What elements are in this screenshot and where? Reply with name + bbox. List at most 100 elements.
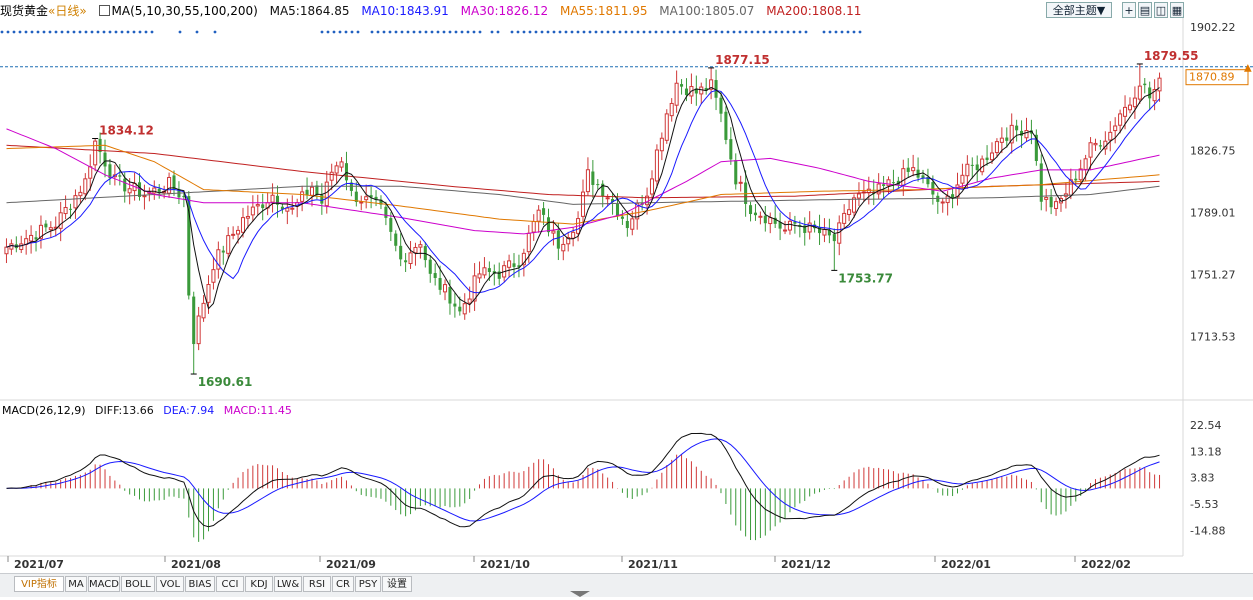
candle-body-up xyxy=(93,140,98,166)
candle-body-down xyxy=(384,206,388,218)
x-label-7: 2022/02 xyxy=(1081,558,1131,571)
candle-body-down xyxy=(448,287,452,304)
annotation-1: 1690.61 xyxy=(198,375,253,389)
tab-9[interactable]: RSI xyxy=(303,576,331,592)
candle-body-down xyxy=(719,97,723,114)
event-dot xyxy=(54,30,58,34)
price-tick-3: 1789.01 xyxy=(1190,207,1236,220)
tab-8[interactable]: LW& xyxy=(274,576,302,592)
candle-body-down xyxy=(108,164,112,179)
chart-header: 现货黄金«日线» MA(5,10,30,55,100,200) MA5:1864… xyxy=(0,2,869,20)
candle-body-down xyxy=(458,306,462,312)
event-dot xyxy=(606,30,610,34)
event-dot xyxy=(630,30,634,34)
candle-body-down xyxy=(882,184,886,186)
event-dot xyxy=(96,30,100,34)
candle-body-up xyxy=(211,269,216,283)
candle-body-down xyxy=(906,167,910,172)
event-dot xyxy=(60,30,64,34)
event-dot xyxy=(496,30,500,34)
candle-body-down xyxy=(187,196,191,296)
candle-body-down xyxy=(1005,137,1009,141)
candle-body-down xyxy=(394,233,398,246)
candle-body-down xyxy=(221,250,225,253)
tab-12[interactable]: 设置 xyxy=(382,576,412,592)
candle-body-down xyxy=(1020,130,1024,136)
event-dot xyxy=(350,30,354,34)
tab-10[interactable]: CR xyxy=(332,576,354,592)
candle-body-up xyxy=(654,149,659,182)
ma5-line xyxy=(6,86,1160,310)
candle-body-down xyxy=(803,225,807,233)
candle-body-up xyxy=(659,137,664,152)
candle-body-up xyxy=(290,207,295,210)
event-dot xyxy=(636,30,640,34)
price-tick-4: 1751.27 xyxy=(1190,268,1236,281)
candle-body-down xyxy=(793,221,797,224)
candle-body-up xyxy=(201,302,206,319)
tab-7[interactable]: KDJ xyxy=(245,576,273,592)
annotation-2: 1877.15 xyxy=(715,53,770,67)
candle-body-up xyxy=(250,206,255,216)
candle-body-up xyxy=(413,246,418,254)
macd-macd: MACD:11.45 xyxy=(223,404,292,417)
candle-body-down xyxy=(379,199,383,205)
tab-1[interactable]: MA xyxy=(65,576,87,592)
candle-body-up xyxy=(699,86,704,95)
candle-body-down xyxy=(734,160,738,185)
candle-body-down xyxy=(546,217,551,233)
candle-body-up xyxy=(980,158,985,173)
candle-body-up xyxy=(1157,77,1162,92)
event-dot xyxy=(490,30,494,34)
candle-body-down xyxy=(704,87,708,91)
candle-body-down xyxy=(611,199,615,203)
macd-tick-2: 3.83 xyxy=(1190,472,1215,485)
tab-0[interactable]: VIP指标 xyxy=(14,576,64,592)
event-dot xyxy=(594,30,598,34)
candle-body-down xyxy=(315,185,319,195)
ma5-value: MA5:1864.85 xyxy=(269,4,350,18)
event-dot xyxy=(834,30,838,34)
candle-body-up xyxy=(989,152,995,161)
period-label[interactable]: «日线» xyxy=(48,4,87,18)
collapse-arrow-icon[interactable] xyxy=(570,591,590,597)
grid-icon[interactable]: ▦ xyxy=(1170,2,1184,18)
candle-body-down xyxy=(601,183,605,197)
candle-body-up xyxy=(418,244,423,248)
event-dot xyxy=(786,30,790,34)
crosshair-icon[interactable]: + xyxy=(1122,2,1136,18)
diff-line xyxy=(6,432,1160,528)
candle-body-down xyxy=(680,84,684,87)
candle-body-up xyxy=(1152,89,1157,102)
candle-body-up xyxy=(507,260,512,268)
ma-icon[interactable] xyxy=(98,5,110,16)
theme-button[interactable]: 全部主题▼ xyxy=(1046,2,1112,18)
candle-body-down xyxy=(778,222,782,229)
tab-3[interactable]: BOLL xyxy=(121,576,155,592)
layout-icon[interactable]: ▤ xyxy=(1138,2,1152,18)
candle-body-up xyxy=(1132,97,1137,108)
tab-11[interactable]: PSY xyxy=(355,576,381,592)
tab-4[interactable]: VOL xyxy=(156,576,184,592)
event-dot xyxy=(424,30,428,34)
event-dot xyxy=(442,30,446,34)
tab-5[interactable]: BIAS xyxy=(185,576,215,592)
event-dot xyxy=(738,30,742,34)
candle-body-down xyxy=(320,194,324,204)
candle-body-up xyxy=(477,273,482,279)
candle-body-up xyxy=(876,183,881,195)
x-label-4: 2021/11 xyxy=(628,558,678,571)
event-dot xyxy=(840,30,844,34)
event-dot xyxy=(696,30,700,34)
candle-body-up xyxy=(236,229,241,235)
candle-body-down xyxy=(753,212,757,216)
candle-body-down xyxy=(182,195,186,198)
candle-body-up xyxy=(408,252,413,265)
candle-body-up xyxy=(940,201,945,204)
candle-body-up xyxy=(216,249,221,270)
event-dot xyxy=(792,30,796,34)
tab-6[interactable]: CCI xyxy=(216,576,244,592)
tab-2[interactable]: MACD xyxy=(88,576,120,592)
split-icon[interactable]: ◫ xyxy=(1154,2,1168,18)
